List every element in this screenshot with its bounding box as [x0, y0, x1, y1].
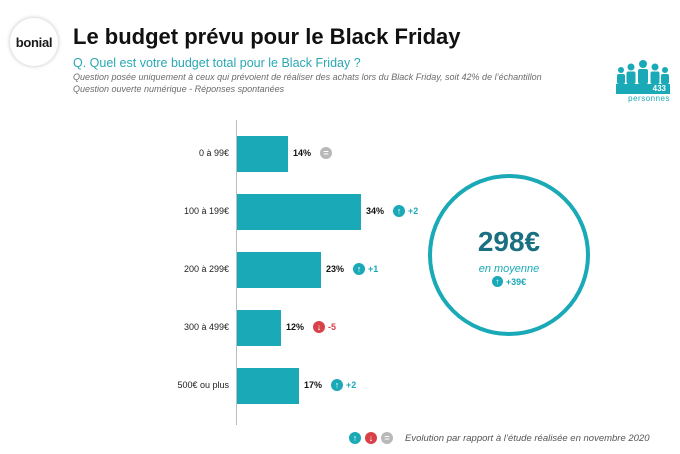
average-delta: +39€	[505, 276, 527, 287]
people-icon	[617, 60, 669, 84]
average-label: en moyenne	[478, 263, 540, 275]
question-type-note: Question ouverte numérique - Réponses sp…	[73, 84, 285, 94]
category-label: 200 à 299€	[183, 264, 229, 274]
bar	[237, 252, 321, 288]
chart-axis	[236, 120, 237, 425]
bar	[237, 310, 281, 346]
page-title: Le budget prévu pour le Black Friday	[73, 24, 461, 49]
down-arrow-icon: ↓	[365, 432, 377, 444]
bonial-logo: bonial	[10, 18, 58, 66]
survey-question: Q. Quel est votre budget total pour le B…	[73, 56, 361, 70]
down-arrow-icon: ↓	[313, 321, 325, 333]
value-label: 12%	[286, 322, 305, 332]
bar	[237, 368, 299, 404]
sample-label: personnes	[628, 94, 670, 103]
bar	[237, 136, 288, 172]
equal-icon: =	[320, 147, 332, 159]
evolution-delta: -5	[328, 322, 337, 332]
average-evolution: ↑ +39€	[428, 276, 590, 287]
evolution-delta: +1	[368, 264, 379, 274]
evolution-delta: +2	[408, 206, 419, 216]
category-label: 500€ ou plus	[177, 380, 229, 390]
up-arrow-icon: ↑	[353, 263, 365, 275]
value-label: 23%	[326, 264, 345, 274]
value-label: 17%	[304, 380, 323, 390]
evolution-legend: ↑ ↓ = Evolution par rapport à l’étude ré…	[349, 432, 650, 444]
evolution-delta: +2	[346, 380, 357, 390]
up-arrow-icon: ↑	[491, 276, 503, 287]
equal-icon: =	[381, 432, 393, 444]
category-label: 100 à 199€	[183, 206, 229, 216]
sample-count: 433	[616, 84, 670, 94]
category-label: 0 à 99€	[198, 148, 229, 158]
value-label: 14%	[293, 148, 312, 158]
up-arrow-icon: ↑	[349, 432, 361, 444]
logo-text: bonial	[15, 34, 53, 50]
evolution-note: Evolution par rapport à l’étude réalisée…	[405, 432, 650, 444]
up-arrow-icon: ↑	[331, 379, 343, 391]
question-note: Question posée uniquement à ceux qui pré…	[73, 72, 542, 82]
up-arrow-icon: ↑	[393, 205, 405, 217]
bar	[237, 194, 361, 230]
category-label: 300 à 499€	[183, 322, 229, 332]
average-circle	[428, 174, 590, 336]
average-value: 298€	[477, 226, 541, 257]
value-label: 34%	[366, 206, 385, 216]
